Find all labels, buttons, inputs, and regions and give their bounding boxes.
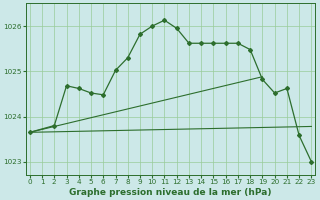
X-axis label: Graphe pression niveau de la mer (hPa): Graphe pression niveau de la mer (hPa) [69,188,272,197]
